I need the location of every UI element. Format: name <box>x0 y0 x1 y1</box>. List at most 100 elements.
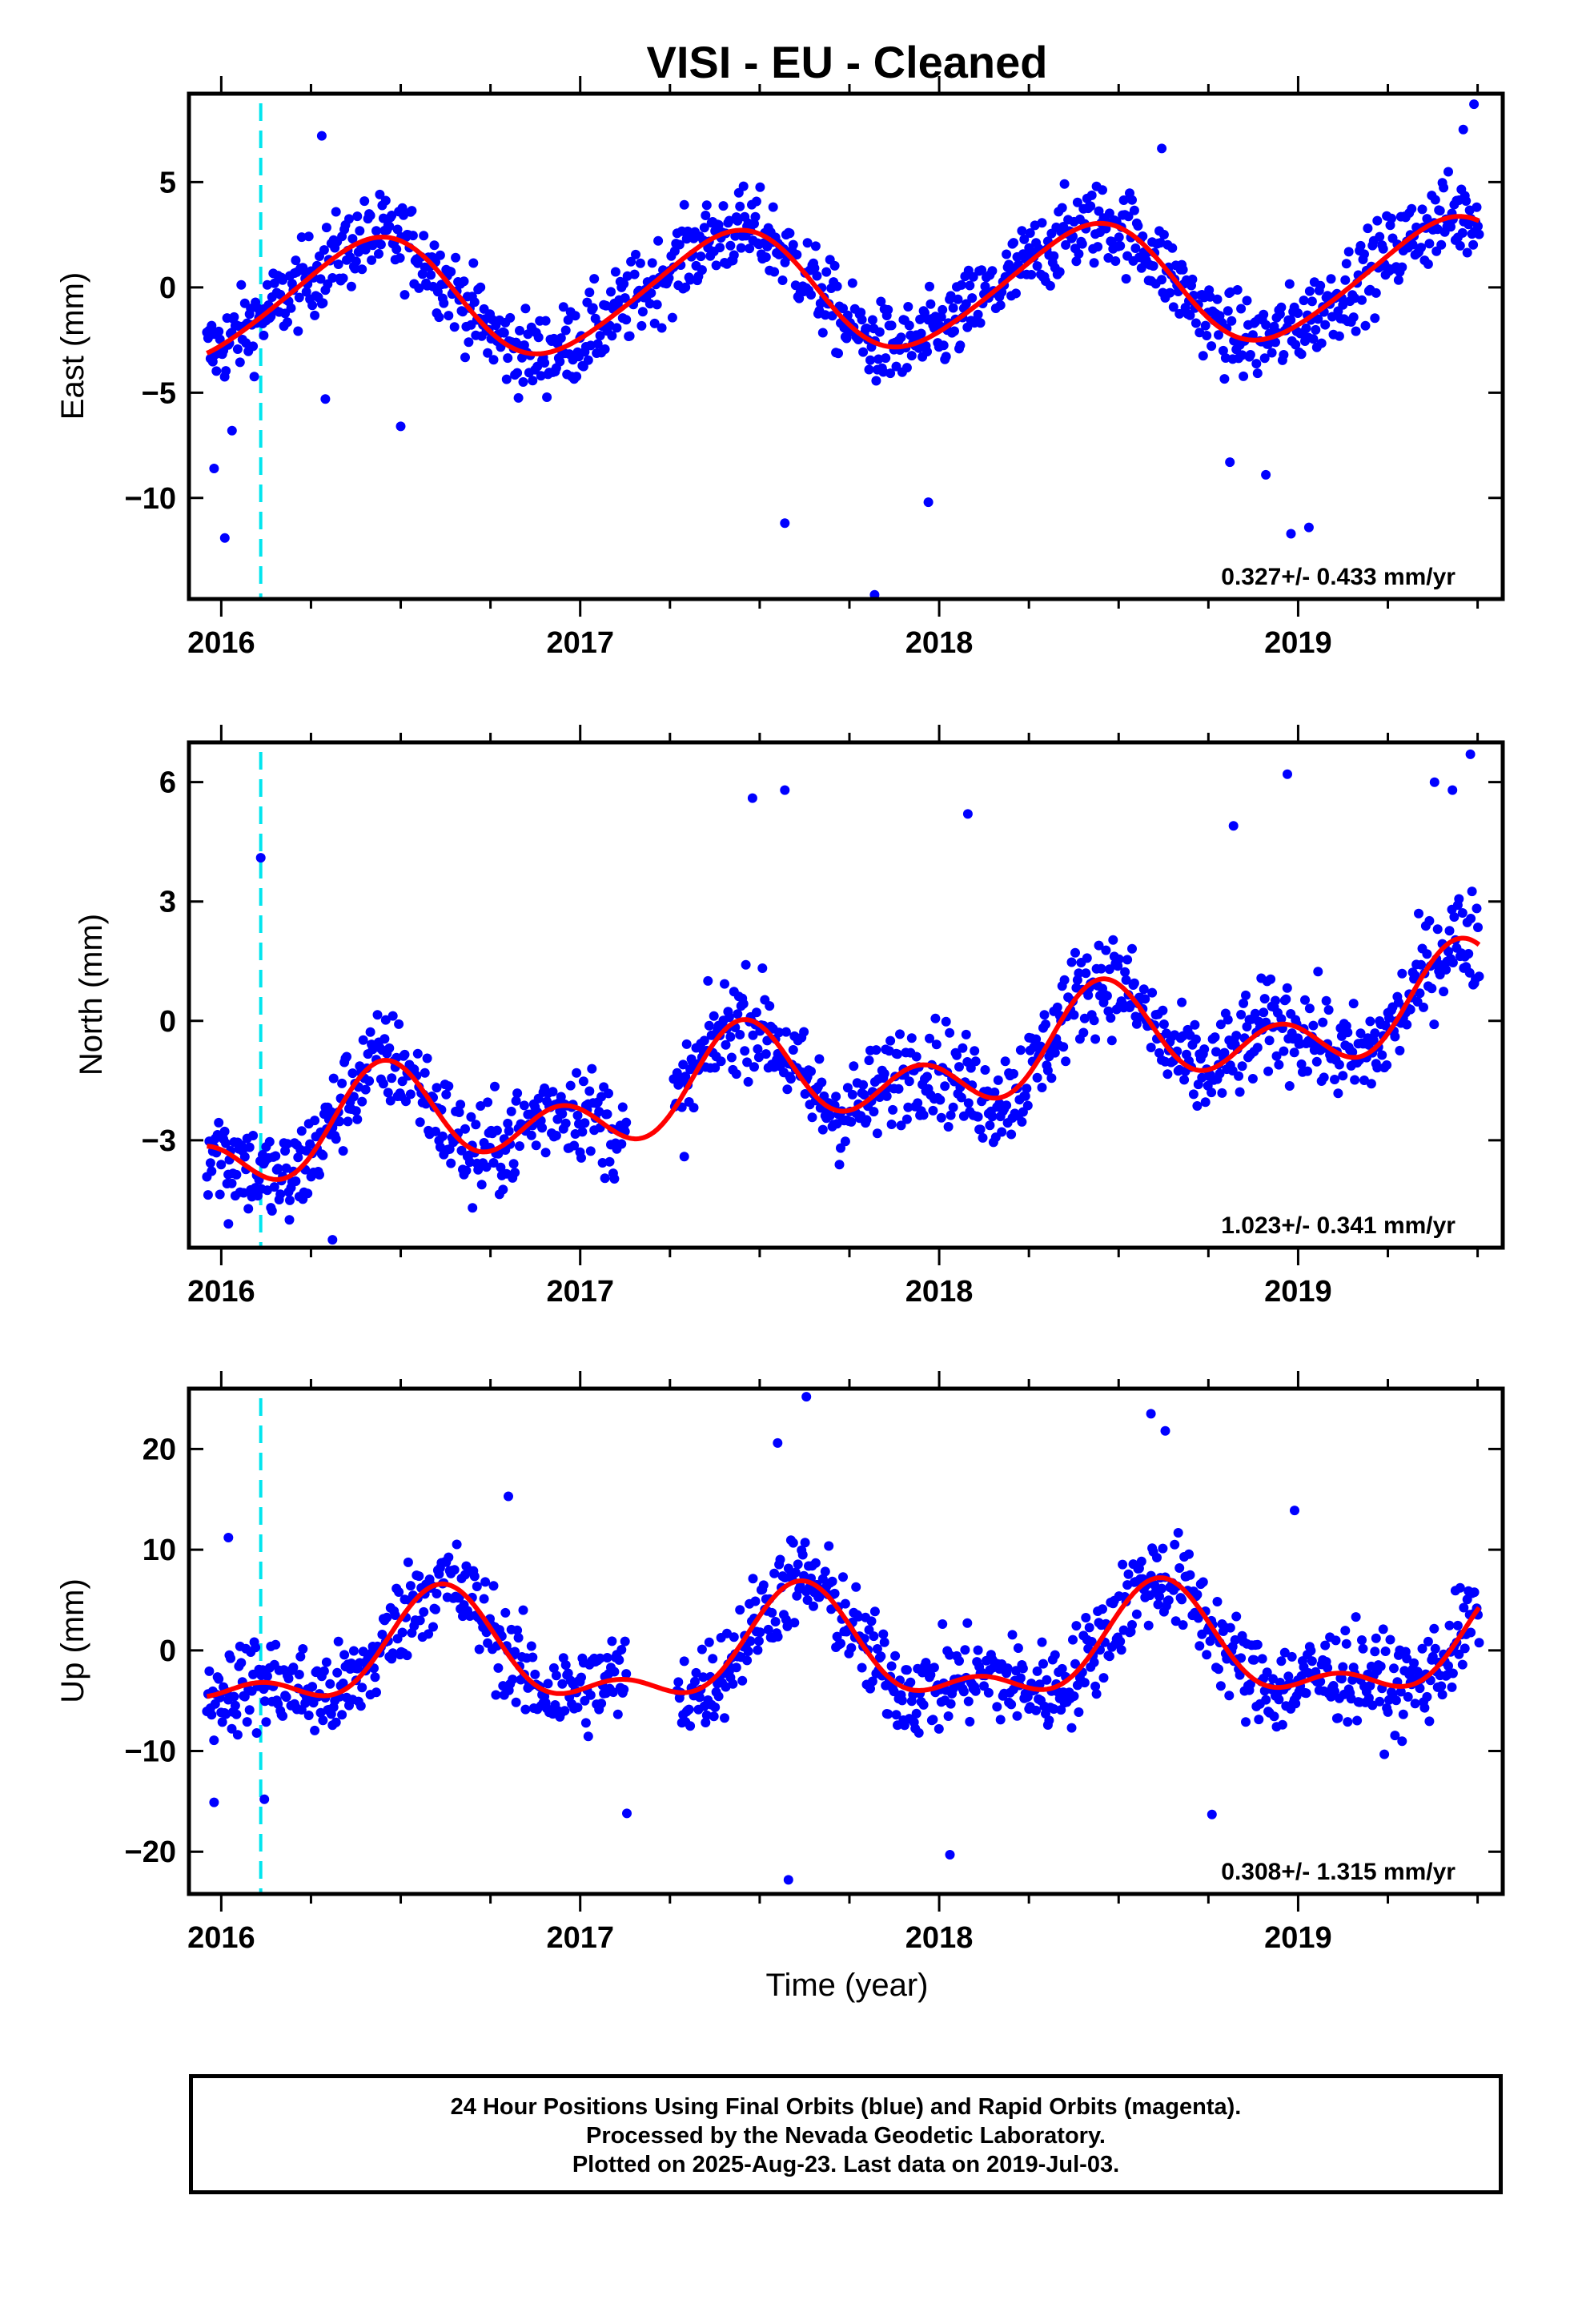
data-point <box>1397 968 1407 979</box>
data-point <box>840 1598 850 1609</box>
data-point <box>1279 1647 1290 1658</box>
data-point <box>540 1148 551 1158</box>
data-point <box>810 241 821 251</box>
data-point <box>400 290 410 300</box>
up-y-axis-label: Up (mm) <box>55 1578 90 1703</box>
data-point <box>1422 214 1432 224</box>
data-point <box>1009 238 1018 248</box>
data-point <box>1214 1664 1223 1675</box>
data-point <box>783 1563 793 1574</box>
data-point <box>708 1654 718 1664</box>
data-point <box>1387 213 1396 223</box>
data-point <box>456 1100 466 1110</box>
data-point <box>934 1723 944 1734</box>
data-point <box>1094 206 1104 216</box>
data-point <box>1266 974 1276 984</box>
data-point <box>829 1588 840 1598</box>
data-point <box>518 1605 528 1615</box>
data-point <box>1390 1031 1400 1042</box>
data-point <box>321 223 331 233</box>
data-point <box>735 201 745 211</box>
data-point <box>1419 1002 1428 1012</box>
data-point <box>856 308 866 318</box>
data-point <box>596 1092 607 1102</box>
data-point <box>601 300 611 311</box>
data-point <box>520 304 531 314</box>
data-point <box>560 1706 570 1716</box>
data-point <box>1252 1639 1263 1650</box>
data-point <box>431 1126 440 1136</box>
data-point <box>537 1123 548 1133</box>
data-point <box>1252 368 1263 379</box>
data-point <box>903 302 913 312</box>
data-point <box>827 1576 837 1586</box>
data-point <box>372 1010 383 1020</box>
y-tick-label: 0 <box>159 1634 176 1668</box>
data-point <box>444 311 454 321</box>
data-point <box>1320 1640 1331 1651</box>
data-point <box>953 294 963 304</box>
data-point <box>893 1049 902 1059</box>
data-point <box>982 1086 993 1096</box>
data-point <box>1296 349 1307 360</box>
data-point <box>906 1033 917 1043</box>
data-point <box>1415 1683 1425 1694</box>
data-point <box>580 1118 590 1128</box>
data-point <box>595 1653 605 1663</box>
data-point <box>278 275 288 285</box>
data-point <box>315 1169 324 1180</box>
data-point <box>454 1593 464 1603</box>
data-point <box>387 1073 397 1084</box>
data-point <box>1071 256 1082 267</box>
data-point <box>1247 330 1258 340</box>
data-point <box>780 518 790 529</box>
data-point <box>1457 227 1468 238</box>
data-point <box>338 1679 348 1688</box>
data-point <box>904 320 914 331</box>
data-point <box>838 304 848 314</box>
data-point <box>1154 1591 1164 1602</box>
data-point <box>394 1019 404 1029</box>
data-point <box>346 281 356 292</box>
data-point <box>689 1103 699 1113</box>
data-point <box>703 975 713 986</box>
data-point <box>431 1604 440 1614</box>
data-point <box>690 1676 700 1687</box>
data-point <box>1207 341 1217 352</box>
data-point <box>869 1107 879 1117</box>
data-point <box>1129 978 1139 988</box>
data-point <box>699 223 709 233</box>
data-point <box>1427 1651 1438 1662</box>
data-point <box>320 394 331 404</box>
model-curve <box>206 1575 1481 1699</box>
data-point <box>873 354 884 364</box>
data-point <box>701 1710 712 1720</box>
data-point <box>1197 1072 1207 1083</box>
data-point <box>392 224 403 235</box>
data-point <box>596 1699 607 1709</box>
data-point <box>773 1631 783 1642</box>
data-point <box>698 1672 709 1683</box>
data-point <box>1089 1015 1099 1026</box>
data-point <box>963 1098 974 1108</box>
data-point <box>725 1031 736 1042</box>
data-point <box>439 298 449 308</box>
data-point <box>231 1169 242 1180</box>
data-point <box>824 1541 834 1551</box>
data-point <box>624 331 635 341</box>
data-point <box>1198 351 1208 361</box>
data-point <box>226 1653 235 1663</box>
data-point <box>1157 275 1166 285</box>
data-point <box>1416 959 1426 970</box>
data-point <box>1081 1613 1091 1622</box>
data-point <box>1127 943 1137 954</box>
data-point <box>973 1112 983 1122</box>
data-point <box>1157 143 1167 154</box>
data-point <box>1079 1678 1090 1688</box>
data-point <box>836 1638 845 1649</box>
data-point <box>911 1708 921 1719</box>
data-point <box>530 1669 540 1679</box>
data-point <box>211 366 222 376</box>
data-point <box>962 809 973 819</box>
data-point <box>437 1131 448 1141</box>
